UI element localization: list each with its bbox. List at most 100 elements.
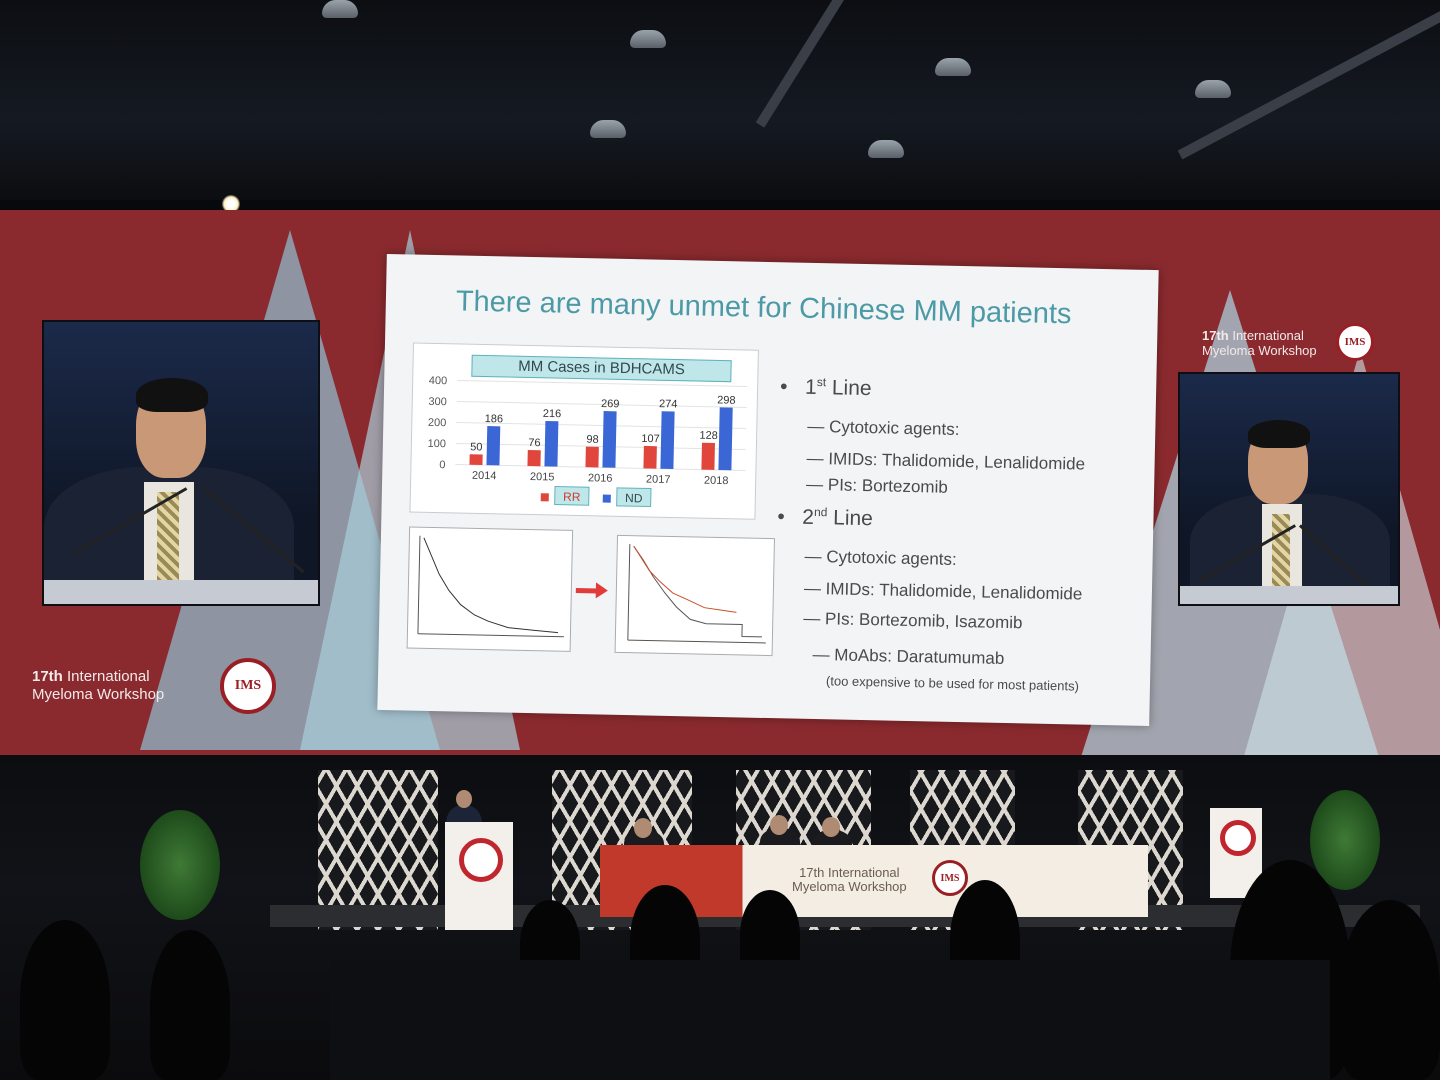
sub-bullet: — Cytotoxic agents:: [807, 416, 960, 439]
y-gridline: [456, 400, 747, 409]
y-gridline: [455, 463, 746, 472]
cost-note: (too expensive to be used for most patie…: [825, 673, 1080, 694]
legend-swatch-nd: [602, 494, 611, 503]
bar-rr: [585, 446, 599, 468]
survival-curve: [627, 544, 766, 644]
ceiling-truss: [755, 0, 924, 128]
x-tick-label: 2017: [646, 473, 671, 486]
panelist-head: [770, 815, 788, 835]
slide-title: There are many unmet for Chinese MM pati…: [455, 285, 1072, 331]
speaker-tie: [1272, 514, 1290, 594]
stage-plant: [140, 810, 220, 920]
ceiling: [0, 0, 1440, 276]
ims-seal-left: IMS: [220, 658, 276, 714]
data-label: 98: [586, 434, 598, 446]
data-label: 216: [543, 408, 562, 420]
arrow-right-icon: [595, 582, 609, 599]
x-tick-label: 2015: [530, 471, 555, 484]
panelist-head: [822, 817, 840, 837]
legend-box: [554, 486, 590, 506]
workshop-name-word: International: [67, 668, 150, 685]
workshop-ordinal: 17th: [32, 668, 63, 685]
data-label: 186: [485, 413, 504, 425]
y-gridline: [457, 379, 748, 388]
data-label: 298: [717, 394, 736, 406]
plot-axis: [417, 633, 564, 638]
bar-nd: [544, 420, 559, 467]
podium-logo-icon: [459, 838, 503, 882]
y-gridline: [455, 442, 746, 451]
data-label: 50: [470, 441, 482, 453]
bar-nd: [602, 411, 617, 468]
plot-axis: [627, 639, 766, 644]
ims-seal-text: IMS: [234, 678, 262, 693]
audience-member: [150, 930, 230, 1080]
survival-curve-plot-before: [406, 526, 574, 652]
stage-plant: [1310, 790, 1380, 890]
bar-chart-panel: MM Cases in BDHCAMS 400 300 200 100 0 50 186 20…: [409, 342, 759, 520]
y-tick-label: 200: [428, 417, 447, 429]
bar-nd: [486, 426, 501, 466]
y-tick-label: 300: [428, 396, 447, 408]
data-label: 269: [601, 398, 620, 410]
bullet-second-line: • 2nd Line: [777, 504, 874, 531]
audience-member: [330, 960, 1330, 1080]
speaker-hair: [1248, 420, 1310, 448]
legend-box: [616, 487, 652, 508]
audience-member: [1340, 900, 1440, 1080]
ceiling-lamp: [322, 0, 358, 18]
bullet-first-line: • 1st Line: [779, 375, 872, 401]
desk-ims-logo-text: IMS: [940, 872, 960, 884]
desk-ims-logo: IMS: [932, 860, 968, 896]
sub-bullet: — PIs: Bortezomib: [805, 474, 949, 497]
line-number: 1: [804, 375, 817, 399]
speaker-video-right: [1178, 372, 1400, 606]
line-number: 2: [802, 505, 815, 529]
sub-bullet: — MoAbs: Daratumumab: [812, 644, 1005, 668]
y-tick-label: 100: [427, 438, 446, 450]
data-label: 107: [641, 433, 660, 445]
line-word: Line: [831, 376, 872, 401]
speaker-tie: [157, 492, 179, 592]
workshop-name-right: 17th International Myeloma Workshop: [1202, 328, 1317, 358]
ims-seal-text: IMS: [1344, 336, 1366, 348]
presentation-slide: There are many unmet for Chinese MM pati…: [377, 253, 1159, 727]
desk-banner-line2: Myeloma Workshop: [792, 879, 907, 894]
bar-chart: 400 300 200 100 0 50 186 2014 76 216 2015 98 269 2016…: [427, 375, 748, 508]
sub-bullet: — IMIDs: Thalidomide, Lenalidomide: [803, 578, 1083, 604]
x-tick-label: 2014: [472, 470, 497, 483]
data-label: 76: [528, 437, 540, 449]
stage-spotlight: [222, 195, 240, 213]
podium-left: [445, 822, 513, 930]
x-tick-label: 2018: [704, 475, 729, 488]
survival-curve-line: [633, 545, 737, 613]
ceiling-lamp: [630, 30, 666, 48]
panelist-head: [634, 818, 652, 838]
data-label: 274: [659, 398, 678, 410]
sub-bullet: — Cytotoxic agents:: [804, 546, 957, 569]
audience-member: [20, 920, 110, 1080]
lectern: [1180, 586, 1398, 604]
bar-nd: [718, 407, 733, 471]
ims-seal-right: IMS: [1336, 323, 1374, 361]
y-gridline: [456, 421, 747, 430]
speaker-hair: [136, 378, 208, 412]
line-ordinal-suffix: nd: [813, 504, 828, 520]
workshop-name-line2: Myeloma Workshop: [1202, 343, 1317, 358]
bar-rr: [469, 454, 483, 466]
x-tick-label: 2016: [588, 472, 613, 485]
plot-axis: [417, 535, 421, 634]
speaker-video-left: [42, 320, 320, 606]
ceiling-lamp: [935, 58, 971, 76]
legend-swatch-rr: [540, 493, 549, 502]
survival-curve: [417, 535, 564, 638]
ceiling-lamp: [590, 120, 626, 138]
bar-rr: [701, 442, 715, 470]
survival-curve-line: [423, 537, 559, 634]
y-tick-label: 0: [439, 459, 445, 471]
workshop-name-line2: Myeloma Workshop: [32, 686, 165, 703]
sub-bullet: — IMIDs: Thalidomide, Lenalidomide: [806, 448, 1086, 474]
workshop-ordinal: 17th: [1202, 328, 1229, 343]
survival-curve-line: [633, 545, 762, 638]
podium-logo-icon: [1220, 820, 1256, 856]
